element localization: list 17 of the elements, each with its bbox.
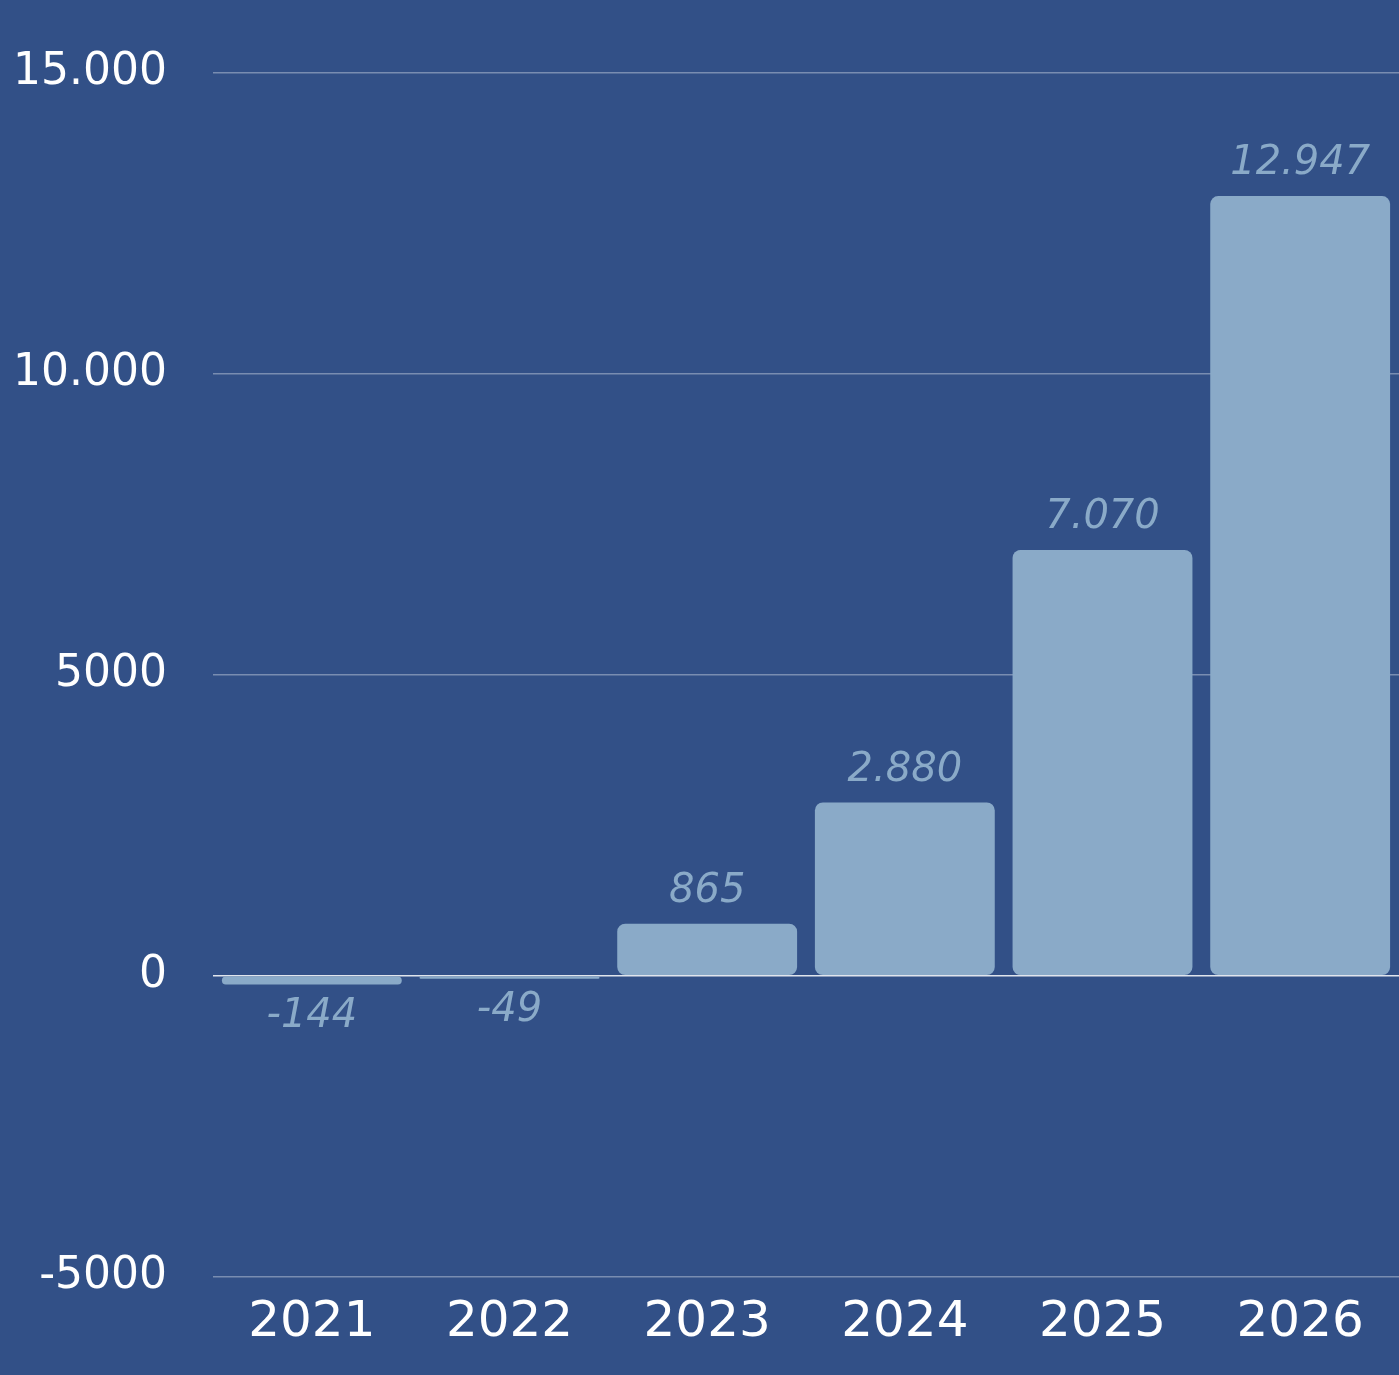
x-tick-label: 2023: [643, 1289, 771, 1348]
y-tick-label: 5000: [55, 645, 167, 697]
y-tick-label: -5000: [39, 1247, 167, 1299]
x-tick-label: 2024: [841, 1289, 969, 1348]
x-tick-label: 2026: [1236, 1289, 1364, 1348]
x-tick-label: 2022: [445, 1289, 574, 1348]
data-label: 12.947: [1230, 137, 1371, 184]
data-label: 865: [668, 865, 746, 912]
data-label: -144: [266, 989, 358, 1036]
data-label: -49: [476, 984, 543, 1031]
y-tick-label: 0: [139, 946, 167, 998]
data-label: 7.070: [1045, 491, 1160, 538]
x-tick-label: 2021: [248, 1289, 376, 1348]
x-tick-label: 2025: [1038, 1289, 1167, 1348]
data-label: 2.880: [847, 743, 963, 790]
y-tick-label: 10.000: [13, 343, 167, 395]
y-tick-label: 15.000: [13, 42, 167, 94]
